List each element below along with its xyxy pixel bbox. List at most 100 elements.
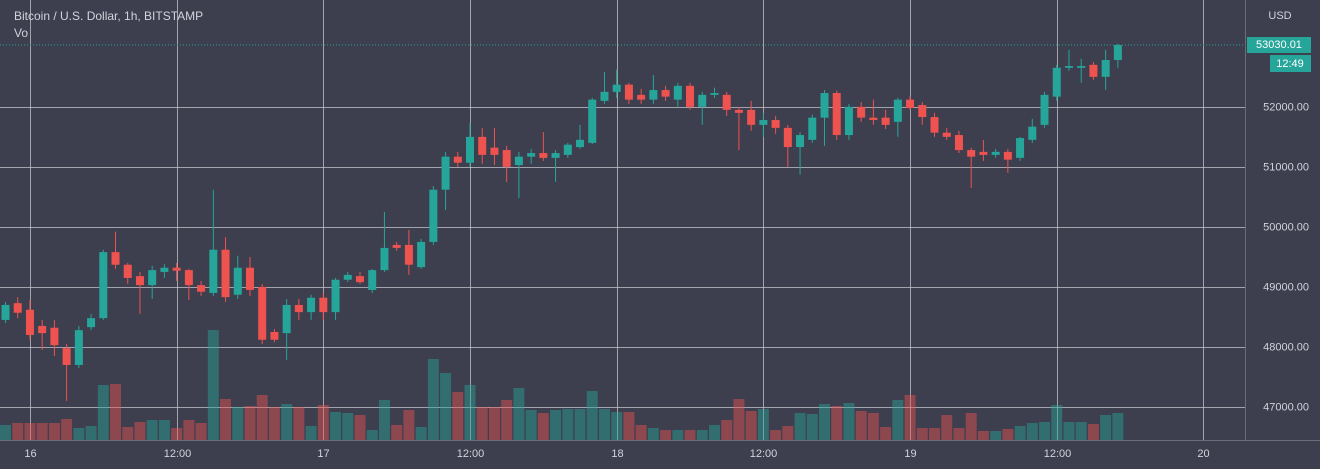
candle-body [135,276,144,286]
volume-bar [831,406,843,440]
candle-body [906,99,915,109]
y-tick-label: 49000.00 [1263,281,1309,293]
volume-bar [1075,422,1087,440]
candle-body [1016,138,1025,158]
candle-body [747,109,756,125]
candle-body [563,144,572,155]
volume-bar [721,420,733,440]
volume-bar [207,330,219,440]
volume-bar [256,395,268,440]
volume-bar [464,385,476,440]
volume-bar [1100,415,1112,440]
candle-body [233,267,242,295]
volume-bar [1112,413,1124,440]
candle-body [661,90,670,97]
volume-bar [586,391,598,440]
candle-body [343,274,352,280]
countdown-box [1270,55,1311,73]
volume-bar [85,426,97,440]
candle-body [1077,66,1086,68]
volume-bar [513,388,525,440]
candle-body [404,244,413,265]
candle-body [197,285,206,292]
candle-body [759,120,768,125]
candle-body [1052,67,1061,97]
candle-body [221,249,230,298]
volume-bar [24,423,36,440]
candle-body [13,303,22,313]
candle-body [1101,60,1110,77]
volume-bar [134,422,146,440]
candle-body [392,244,401,248]
volume-bar [733,399,745,440]
volume-bar [929,428,941,440]
candle-body [539,153,548,158]
candle-body [123,264,132,278]
candle-body [355,276,364,283]
candle-body [148,270,157,286]
candle-body [991,151,1000,155]
candle-body [771,120,780,128]
volume-bar [330,412,342,440]
volume-bar [867,413,879,440]
volume-bar [757,409,769,440]
x-tick-label: 20 [1197,448,1209,460]
candle-body [184,270,193,286]
volume-bar [305,426,317,440]
candle-body [918,105,927,118]
candle-body [1064,66,1073,68]
volume-bar [158,420,170,440]
candle-body [1,304,10,320]
candle-body [1028,126,1037,140]
candle-body [429,189,438,242]
volume-bar [965,413,977,440]
volume-bar [48,423,60,440]
volume-bar [195,423,207,440]
candle-body [734,109,743,113]
last-price-box [1247,37,1311,54]
volume-bar [892,400,904,440]
x-tick-label: 19 [904,448,916,460]
volume-bar [0,425,12,440]
candle-body [527,153,536,157]
volume-bar [977,431,989,440]
candle-body [331,279,340,313]
volume-bar [440,373,452,440]
chart-title: Bitcoin / U.S. Dollar, 1h, BITSTAMP [14,9,203,23]
candle-body [588,99,597,143]
candle-body [74,330,83,365]
volume-bar [611,412,623,440]
candle-body [783,127,792,148]
x-tick-label: 12:00 [457,448,485,460]
volume-bar [818,404,830,440]
candle-body [453,156,462,163]
candle-body [698,94,707,107]
volume-bar [452,392,464,440]
candle-layer [1,43,1122,401]
volume-bar [855,411,867,440]
x-tick-label: 16 [24,448,36,460]
axes: 47000.00 48000.00 49000.00 50000.00 51000.00… [0,37,1311,460]
volume-bar [598,409,610,440]
candle-body [258,286,267,340]
candle-body [38,325,47,334]
candle-body [967,150,976,157]
candle-body [820,93,829,118]
x-tick-label: 17 [317,448,329,460]
volume-bar [1051,405,1063,440]
candle-body [368,270,377,290]
candle-body [1113,45,1122,61]
volume-bar [476,407,488,440]
volume-layer [0,330,1124,440]
currency-label: USD [1268,10,1291,22]
candle-body [722,94,731,110]
y-tick-label: 52000.00 [1263,101,1309,113]
volume-bar [843,403,855,440]
volume-bar [623,412,635,440]
volume-bar [941,415,953,440]
volume-bar [794,413,806,440]
candle-body [612,84,621,92]
volume-bar [342,413,354,440]
